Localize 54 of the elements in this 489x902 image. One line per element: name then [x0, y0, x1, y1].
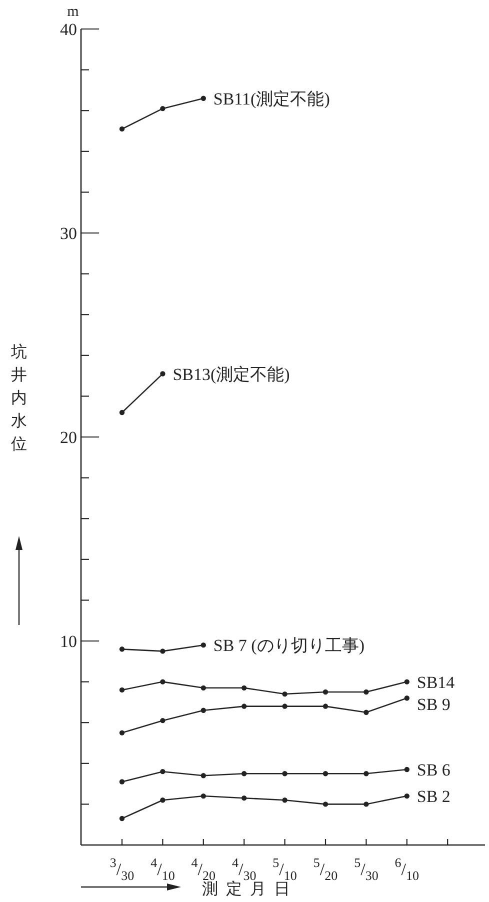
y-tick-label: 40 — [60, 20, 77, 39]
point — [160, 648, 166, 654]
point — [200, 685, 206, 691]
point — [404, 766, 410, 772]
point — [364, 710, 369, 715]
point — [160, 798, 166, 803]
point — [404, 696, 410, 701]
point — [119, 779, 125, 784]
series-label: SB13(測定不能) — [172, 364, 290, 384]
series-label: SB 7 (のり切り工事) — [213, 636, 365, 656]
point — [322, 771, 328, 776]
point — [322, 802, 328, 807]
point — [364, 689, 369, 695]
y-tick-label: 10 — [60, 632, 77, 651]
point — [242, 795, 247, 801]
series-label: SB 2 — [416, 787, 450, 806]
point — [160, 371, 166, 376]
point — [160, 718, 166, 724]
point — [200, 642, 206, 648]
point — [282, 704, 288, 709]
x-axis-title: 測定月日 — [202, 880, 298, 898]
point — [242, 685, 247, 691]
series-label: SB 6 — [416, 760, 450, 780]
point — [282, 691, 288, 697]
point — [282, 798, 288, 803]
point — [364, 802, 369, 807]
y-axis-title: 坑井内水位 — [10, 343, 27, 453]
point — [200, 96, 206, 101]
series-label: SB14 — [416, 672, 456, 692]
point — [119, 646, 125, 652]
point — [322, 689, 328, 695]
point — [200, 773, 206, 778]
point — [119, 816, 125, 822]
y-tick-label: 20 — [60, 428, 77, 447]
series-label: SB11(測定不能) — [213, 89, 330, 108]
text: m — [67, 4, 80, 20]
point — [404, 679, 410, 684]
point — [119, 126, 125, 132]
point — [160, 768, 166, 774]
series-label: SB 9 — [416, 694, 450, 714]
y-tick-label: 30 — [60, 224, 77, 243]
point — [200, 793, 206, 799]
point — [160, 106, 166, 112]
point — [200, 708, 206, 713]
point — [119, 730, 125, 736]
point — [404, 793, 410, 799]
point — [119, 410, 125, 416]
point — [322, 704, 328, 709]
point — [119, 687, 125, 693]
point — [242, 771, 247, 776]
point — [364, 771, 369, 776]
point — [242, 704, 247, 709]
point — [160, 679, 166, 684]
point — [282, 771, 288, 776]
